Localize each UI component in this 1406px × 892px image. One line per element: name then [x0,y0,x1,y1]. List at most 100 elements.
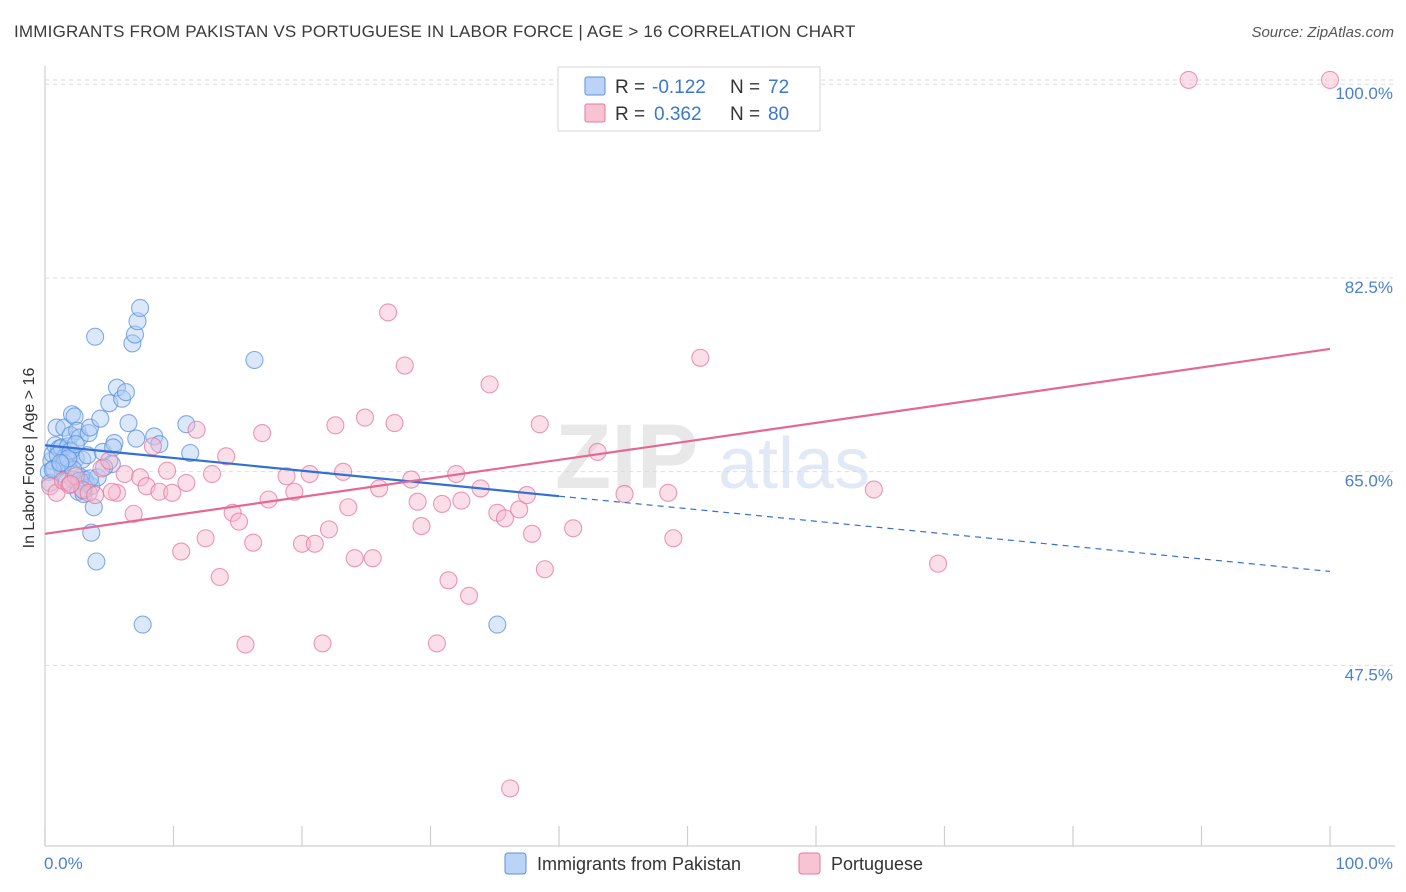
y-tick-labels: 47.5% 65.0% 82.5% 100.0% [1335,84,1393,684]
data-point-portuguese [150,482,169,501]
data-point-portuguese [143,437,162,456]
data-point-pakistan [107,378,127,397]
data-point-portuguese [535,560,554,579]
data-points [39,70,1340,798]
data-point-portuguese [86,486,105,505]
data-point-pakistan [62,405,82,424]
data-point-portuguese [339,498,358,517]
data-point-portuguese [427,634,446,653]
data-point-portuguese [92,459,111,478]
data-point-portuguese [102,482,121,501]
data-point-portuguese [517,486,536,505]
x-tick-label: 100.0% [1335,854,1393,873]
chart-title: IMMIGRANTS FROM PAKISTAN VS PORTUGUESE I… [14,22,856,41]
data-point-portuguese [236,635,255,654]
data-point-pakistan [181,443,200,463]
x-tick-label: 0.0% [44,854,83,873]
data-point-portuguese [412,517,431,536]
series-legend: Immigrants from Pakistan Portuguese [504,852,923,875]
data-point-pakistan [66,435,85,454]
legend-r-label: R = [615,77,645,98]
data-point-portuguese [659,483,678,502]
legend-n-value: 80 [768,104,789,125]
data-point-portuguese [495,509,515,528]
data-point-portuguese [1179,70,1198,89]
data-point-pakistan [127,429,146,448]
legend-r-label: R = [615,104,645,125]
data-point-pakistan [91,409,110,428]
legend-swatch-pakistan [504,852,527,875]
data-point-portuguese [395,356,414,375]
data-point-portuguese [480,375,499,394]
legend-r-value: -0.122 [652,77,706,98]
data-point-portuguese [522,524,542,543]
trend-line-pakistan [44,444,560,498]
data-point-portuguese [100,451,119,470]
legend-swatch-portuguese [584,103,606,123]
data-point-pakistan [119,414,138,433]
data-point-portuguese [530,415,549,434]
data-point-portuguese [217,447,236,466]
data-point-pakistan [79,424,98,443]
data-point-portuguese [61,474,80,494]
data-point-portuguese [439,571,458,590]
legend-swatch-portuguese [798,852,821,875]
data-point-portuguese [370,479,389,498]
data-point-portuguese [452,491,471,510]
data-point-portuguese [305,534,324,553]
data-point-portuguese [131,468,150,487]
data-point-portuguese [300,464,319,484]
data-point-portuguese [187,420,206,439]
data-point-portuguese [459,586,479,605]
x-tick-labels: 0.0% 100.0% [44,854,1393,873]
y-tick-label: 100.0% [1335,84,1393,103]
data-point-portuguese [158,461,177,480]
y-axis-label: In Labor Force | Age > 16 [21,368,38,549]
data-point-portuguese [929,554,948,573]
data-point-portuguese [345,549,364,568]
data-point-portuguese [259,490,278,509]
grid-lines [45,79,1395,666]
y-tick-label: 82.5% [1345,278,1393,297]
data-point-portuguese [433,494,452,513]
data-point-pakistan [177,415,196,434]
data-point-portuguese [172,542,191,561]
data-point-pakistan [128,312,147,331]
data-point-portuguese [510,500,529,519]
legend-n-label: N = [730,104,760,125]
legend-r-value: 0.362 [654,104,702,125]
data-point-pakistan [133,615,152,634]
data-point-portuguese [163,483,182,502]
legend-n-value: 72 [768,77,789,98]
data-point-portuguese [379,303,398,322]
data-point-portuguese [115,464,134,484]
data-point-pakistan [65,407,84,426]
data-point-portuguese [253,424,272,443]
data-point-portuguese [864,480,883,499]
data-point-portuguese [203,464,222,484]
data-point-pakistan [131,298,150,318]
data-point-pakistan [86,327,105,346]
data-point-pakistan [125,325,144,344]
watermark-atlas: atlas [718,424,870,504]
data-point-portuguese [196,529,215,548]
data-point-portuguese [229,512,249,531]
data-point-pakistan [87,552,106,571]
correlation-legend: R = -0.122 N = 72 R = 0.362 N = 80 [557,66,821,132]
data-point-pakistan [47,418,66,437]
data-point-portuguese [292,534,312,553]
data-point-portuguese [385,414,404,433]
data-point-portuguese [285,482,304,501]
data-point-pakistan [88,468,107,487]
data-point-portuguese [334,462,353,481]
data-point-portuguese [615,484,634,504]
legend-n-label: N = [730,77,760,98]
legend-label-portuguese: Portuguese [831,854,923,874]
data-point-portuguese [244,533,263,552]
data-point-portuguese [691,348,710,367]
data-point-portuguese [363,549,382,568]
data-point-portuguese [664,529,683,548]
y-tick-label: 47.5% [1345,665,1393,684]
data-point-pakistan [488,615,507,634]
data-point-portuguese [210,567,229,587]
